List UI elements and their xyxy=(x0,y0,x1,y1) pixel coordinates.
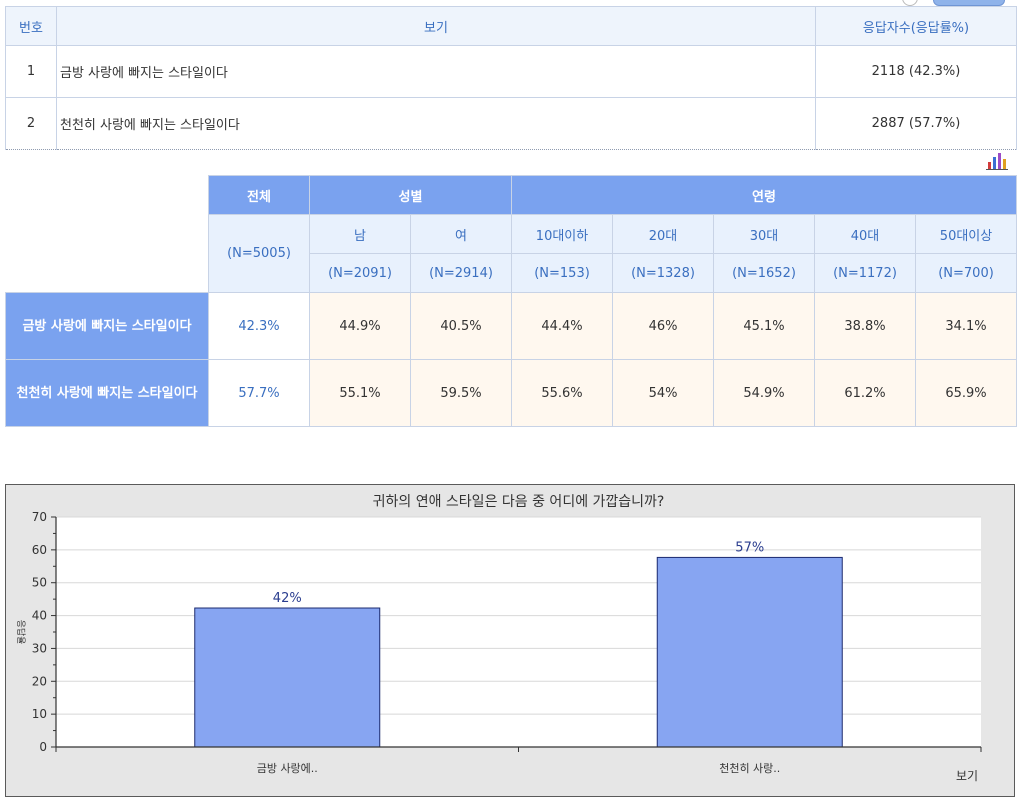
subgroup-label: 20대 xyxy=(612,214,715,254)
y-tick-label: 70 xyxy=(32,510,47,524)
subgroup-label: 40대 xyxy=(814,214,917,254)
cell-value: 65.9% xyxy=(915,359,1018,427)
cell-value: 59.5% xyxy=(409,359,513,427)
crosstab-subgroup-row: (N=5005) 남 여 10대이하 20대 30대 40대 50대이상 xyxy=(6,214,1018,293)
cell-value: 44.9% xyxy=(309,292,411,360)
y-tick-label: 50 xyxy=(32,576,47,590)
y-tick-label: 0 xyxy=(39,740,47,754)
cell-value: 55.6% xyxy=(511,359,614,427)
subgroup-n: (N=1328) xyxy=(612,253,715,293)
y-tick-label: 40 xyxy=(32,609,47,623)
cell-value: 46% xyxy=(612,292,715,360)
cell-value: 44.4% xyxy=(511,292,614,360)
table-row: 1 금방 사랑에 빠지는 스타일이다 2118 (42.3%) xyxy=(5,45,1017,98)
cell-value: 45.1% xyxy=(713,292,816,360)
y-tick-label: 30 xyxy=(32,641,47,655)
row-num: 1 xyxy=(5,45,57,98)
subgroup-label: 50대이상 xyxy=(915,214,1018,254)
y-tick-label: 20 xyxy=(32,674,47,688)
subgroup-label: 여 xyxy=(409,214,513,254)
total-n: (N=5005) xyxy=(208,214,310,293)
subgroup-n: (N=1652) xyxy=(713,253,816,293)
cell-value: 54% xyxy=(612,359,715,427)
cell-value: 38.8% xyxy=(814,292,917,360)
bar[interactable] xyxy=(656,556,843,748)
x-tick-label: 천천히 사랑.. xyxy=(719,761,780,775)
row-num: 2 xyxy=(5,97,57,150)
total-header: 전체 xyxy=(208,175,310,215)
age-header: 연령 xyxy=(511,175,1018,215)
bar-chart-icon[interactable] xyxy=(986,152,1008,170)
subgroup-n: (N=700) xyxy=(915,253,1018,293)
y-tick-label: 60 xyxy=(32,543,47,557)
cell-value: 34.1% xyxy=(915,292,1018,360)
subgroup-n: (N=2091) xyxy=(309,253,411,293)
total-value: 42.3% xyxy=(208,292,310,360)
subgroup-n: (N=2914) xyxy=(409,253,513,293)
x-tick-label: 금방 사랑에.. xyxy=(257,762,318,775)
crosstab-group-row: 전체 성별 연령 xyxy=(5,175,1018,293)
subgroup-n: (N=1172) xyxy=(814,253,917,293)
y-tick-label: 10 xyxy=(32,707,47,721)
cell-value: 55.1% xyxy=(309,359,411,427)
subgroup-n: (N=153) xyxy=(511,253,614,293)
axes: 0 10 20 30 40 50 60 70 금방 사랑에.. 천천히 사랑.. xyxy=(32,510,982,775)
x-axis-label: 보기 xyxy=(956,769,978,783)
subgroup-label: 남 xyxy=(309,214,411,254)
bars: 42% 57% xyxy=(194,540,843,748)
bar-data-label: 57% xyxy=(735,540,764,555)
crosstab-table: 전체 성별 연령 (N=5005) 남 여 10대이하 20대 30대 40대 … xyxy=(5,175,1018,427)
crosstab-n-row: (N=2091) (N=2914) (N=153) (N=1328) (N=16… xyxy=(6,253,1018,293)
total-value: 57.7% xyxy=(208,359,310,427)
answers-header-row: 번호 보기 응답자수(응답률%) xyxy=(5,6,1017,46)
row-label: 금방 사랑에 빠지는 스타일이다 xyxy=(5,292,209,360)
table-row: 금방 사랑에 빠지는 스타일이다 42.3% 44.9% 40.5% 44.4%… xyxy=(5,292,1018,360)
answers-table: 번호 보기 응답자수(응답률%) 1 금방 사랑에 빠지는 스타일이다 2118… xyxy=(5,6,1017,150)
bar-chart-panel: 42% 57% 0 10 20 30 40 50 60 70 금방 사랑에.. 천천히 사랑.. 귀… xyxy=(5,484,1015,797)
row-label: 천천히 사랑에 빠지는 스타일이다 xyxy=(5,359,209,427)
subgroup-label: 30대 xyxy=(713,214,816,254)
bar-chart: 42% 57% 0 10 20 30 40 50 60 70 금방 사랑에.. 천천히 사랑.. 귀… xyxy=(15,494,982,783)
bar-data-label: 42% xyxy=(273,591,302,606)
cell-value: 54.9% xyxy=(713,359,816,427)
chart-title: 귀하의 연애 스타일은 다음 중 어디에 가깝습니까? xyxy=(373,494,665,510)
row-count: 2887 (57.7%) xyxy=(815,97,1017,150)
header-label: 보기 xyxy=(56,6,816,46)
corner-cell xyxy=(5,175,209,293)
bar[interactable] xyxy=(194,607,381,748)
cell-value: 61.2% xyxy=(814,359,917,427)
row-label: 금방 사랑에 빠지는 스타일이다 xyxy=(56,45,816,98)
table-row: 2 천천히 사랑에 빠지는 스타일이다 2887 (57.7%) xyxy=(5,97,1017,150)
cell-value: 40.5% xyxy=(409,292,513,360)
subgroup-label: 10대이하 xyxy=(511,214,614,254)
gender-header: 성별 xyxy=(308,175,513,215)
y-axis-label: 응답율 xyxy=(15,620,27,645)
row-count: 2118 (42.3%) xyxy=(815,45,1017,98)
header-num: 번호 xyxy=(5,6,57,46)
table-row: 천천히 사랑에 빠지는 스타일이다 57.7% 55.1% 59.5% 55.6… xyxy=(5,359,1018,427)
row-label: 천천히 사랑에 빠지는 스타일이다 xyxy=(56,97,816,150)
header-count: 응답자수(응답률%) xyxy=(815,6,1017,46)
